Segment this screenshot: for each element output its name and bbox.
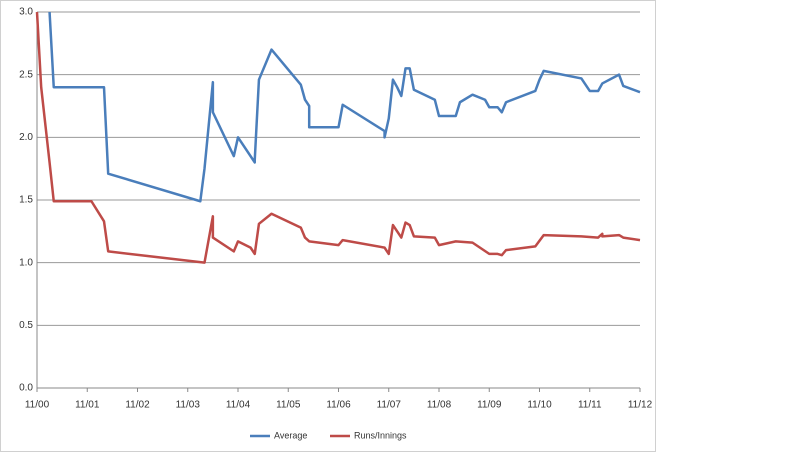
x-tick-label: 11/03 (176, 400, 201, 411)
x-tick-label: 11/12 (628, 400, 653, 411)
x-tick-label: 11/09 (477, 400, 502, 411)
chart-border (0, 0, 656, 452)
x-tick-label: 11/00 (25, 400, 50, 411)
y-tick-label: 1.5 (19, 195, 33, 206)
y-tick-label: 2.5 (19, 69, 33, 80)
x-tick-label: 11/11 (578, 400, 602, 411)
x-tick-label: 11/08 (427, 400, 452, 411)
y-tick-label: 0.5 (19, 320, 33, 331)
legend-label: Average (274, 430, 307, 440)
x-tick-label: 11/10 (527, 400, 552, 411)
y-tick-label: 3.0 (19, 7, 33, 18)
y-tick-label: 1.0 (19, 257, 33, 268)
legend-label: Runs/Innings (354, 430, 407, 440)
x-tick-label: 11/01 (75, 400, 100, 411)
x-tick-label: 11/06 (326, 400, 351, 411)
line-series (48, 12, 641, 203)
y-tick-label: 0.0 (19, 383, 33, 394)
x-tick-label: 11/07 (377, 400, 402, 411)
y-tick-label: 2.0 (19, 132, 33, 143)
x-tick-label: 11/02 (125, 400, 150, 411)
x-tick-label: 11/04 (226, 400, 251, 411)
line-series (35, 12, 641, 264)
x-tick-label: 11/05 (276, 400, 301, 411)
